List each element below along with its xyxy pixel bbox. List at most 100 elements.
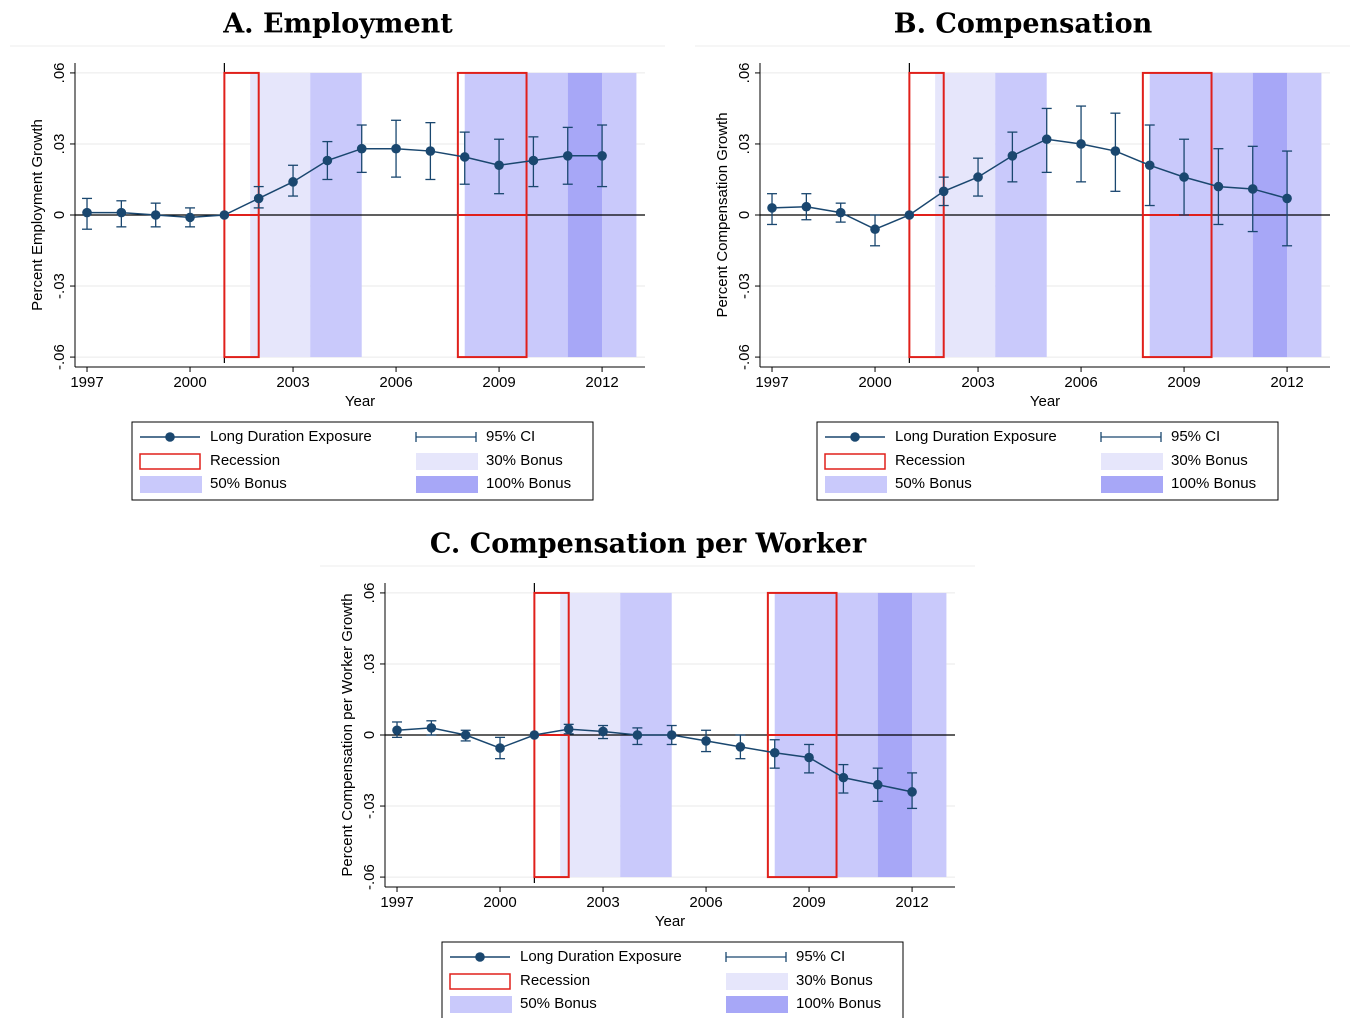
legend-swatch [139, 453, 201, 470]
legend-swatch [416, 476, 478, 493]
y-axis-title: Percent Compensation Growth [714, 112, 731, 317]
legend-swatch [450, 996, 512, 1013]
legend-swatch [824, 453, 886, 470]
legend-box [441, 941, 904, 1018]
y-tick-label: .06 [736, 62, 753, 83]
point [253, 193, 264, 204]
point [1041, 134, 1052, 145]
point [835, 207, 846, 218]
point [735, 742, 746, 752]
panel: C. Compensation per Worker -.06 -.03 0 .03 .0… [320, 529, 975, 1018]
x-tick-label: 2006 [379, 374, 412, 391]
y-tick-label: 0 [51, 211, 68, 219]
x-tick-label: 2003 [586, 894, 619, 911]
y-tick-label: .06 [361, 582, 378, 603]
x-tick-label: 1997 [380, 894, 413, 911]
y-tick-label: .03 [361, 654, 378, 675]
point [870, 224, 880, 235]
legend-swatch [416, 453, 478, 470]
legend-label: 50% Bonus [520, 995, 597, 1012]
y-tick-label: -.03 [51, 273, 68, 299]
y-tick-label: -.03 [361, 793, 378, 819]
y-tick-label: .06 [51, 62, 68, 83]
panel-title: B. Compensation [894, 9, 1153, 40]
y-axis-title: Percent Employment Growth [29, 119, 46, 311]
point [495, 743, 505, 753]
point [769, 747, 780, 758]
legend-label: Recession [520, 972, 590, 989]
y-tick-label: 0 [361, 731, 378, 739]
point [598, 726, 608, 737]
x-tick-label: 2006 [1064, 374, 1097, 391]
y-tick-label: -.06 [51, 344, 68, 370]
legend-label: 100% Bonus [486, 475, 571, 492]
x-tick-label: 2012 [895, 894, 928, 911]
point [392, 725, 402, 736]
point [1007, 151, 1018, 161]
x-tick-label: 2006 [689, 894, 722, 911]
legend-label: 50% Bonus [895, 475, 972, 492]
point [904, 210, 915, 220]
point [1179, 172, 1189, 182]
x-tick-label: 2012 [585, 374, 618, 391]
y-tick-label: -.03 [736, 273, 753, 299]
panel-title: C. Compensation per Worker [430, 529, 867, 560]
point [838, 772, 849, 783]
point [801, 201, 812, 212]
legend-label: 100% Bonus [796, 995, 881, 1012]
legend-box [816, 421, 1279, 501]
point [494, 160, 504, 171]
series-line [87, 147, 603, 219]
y-tick-label: -.06 [736, 344, 753, 370]
point [116, 207, 127, 218]
point [185, 212, 195, 223]
panel-title: A. Employment [222, 9, 453, 40]
legend-swatch [726, 973, 788, 990]
legend-label: Recession [895, 452, 965, 469]
point [804, 752, 814, 763]
point [460, 730, 471, 740]
x-axis-title: Year [345, 393, 375, 410]
x-tick-label: 2003 [961, 374, 994, 391]
x-tick-label: 2003 [276, 374, 309, 391]
y-tick-label: .03 [51, 134, 68, 155]
point [701, 736, 711, 746]
legend-swatch [140, 476, 202, 493]
point [1213, 181, 1224, 192]
legend-swatch [449, 973, 511, 990]
point [150, 210, 161, 220]
legend-swatch [1101, 476, 1163, 493]
legend-label: Long Duration Exposure [520, 948, 682, 965]
legend-swatch [1101, 453, 1163, 470]
y-axis-title: Percent Compensation per Worker Growth [339, 593, 356, 876]
legend-swatch [726, 996, 788, 1013]
x-tick-label: 2000 [483, 894, 516, 911]
series-line [771, 138, 1288, 231]
y-tick-label: -.06 [361, 864, 378, 890]
legend-swatch [165, 432, 175, 442]
legend-swatch [475, 952, 485, 962]
x-tick-label: 1997 [70, 374, 103, 391]
point [1282, 193, 1292, 204]
point [426, 723, 437, 733]
panel: A. Employment -.06 -.03 0 .03 .06 1997 2000 2003… [10, 9, 665, 501]
legend-swatch [850, 432, 860, 442]
panel: B. Compensation -.06 -.03 0 .03 .06 1997 2000 20… [695, 9, 1350, 501]
x-axis-title: Year [655, 913, 685, 930]
series-line [396, 727, 913, 793]
y-tick-label: 0 [736, 211, 753, 219]
point [938, 186, 949, 197]
x-tick-label: 2000 [173, 374, 206, 391]
point [767, 203, 777, 213]
legend-label: 100% Bonus [1171, 475, 1256, 492]
x-tick-label: 2009 [1167, 374, 1200, 391]
point [973, 172, 983, 182]
legend-label: 50% Bonus [210, 475, 287, 492]
point [872, 779, 883, 790]
legend-label: Recession [210, 452, 280, 469]
legend-label: 30% Bonus [486, 452, 563, 469]
point [528, 155, 539, 166]
point [907, 787, 917, 797]
x-tick-label: 2009 [792, 894, 825, 911]
point [219, 210, 230, 220]
